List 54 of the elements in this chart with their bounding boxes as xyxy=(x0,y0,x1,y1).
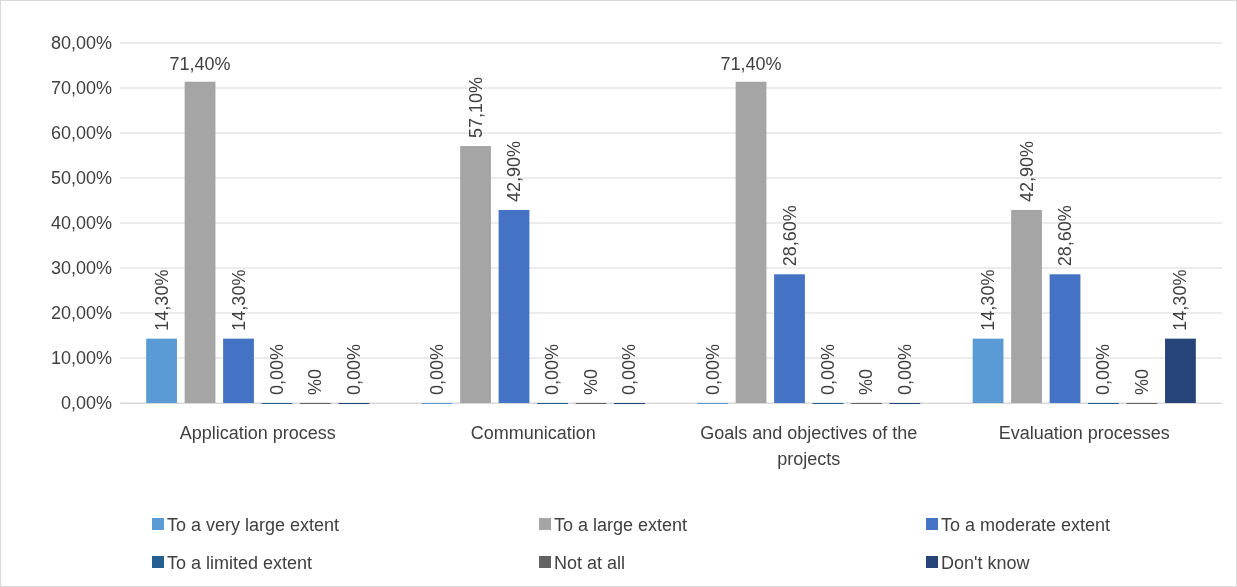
data-label: %0 xyxy=(305,368,326,395)
bar xyxy=(972,338,1004,403)
x-tick-label: Evaluation processes xyxy=(998,423,1170,443)
legend-label: Not at all xyxy=(554,553,626,573)
bar xyxy=(1049,274,1081,403)
data-label: 0,00% xyxy=(817,343,838,395)
y-tick-label: 30,00% xyxy=(50,258,112,279)
bar xyxy=(460,146,491,403)
legend-label: To a limited extent xyxy=(167,553,313,573)
data-label: 0,00% xyxy=(1093,343,1114,395)
y-tick-label: 50,00% xyxy=(50,168,112,189)
y-tick-label: 20,00% xyxy=(50,303,112,324)
data-label: 14,30% xyxy=(151,269,172,331)
data-label: 0,00% xyxy=(542,343,563,395)
data-label: %0 xyxy=(580,368,601,395)
data-label: 71,40% xyxy=(720,53,782,74)
data-label: %0 xyxy=(1131,368,1152,395)
data-label: 14,30% xyxy=(228,269,249,331)
data-label: 42,90% xyxy=(1016,140,1037,202)
bar xyxy=(498,209,530,403)
data-label: 0,00% xyxy=(427,343,448,395)
data-label: 0,00% xyxy=(343,343,364,395)
bar xyxy=(1011,209,1042,403)
data-label: 0,00% xyxy=(619,343,640,395)
y-tick-label: 60,00% xyxy=(50,123,112,144)
x-tick-label: Application process xyxy=(179,423,336,443)
data-label: 28,60% xyxy=(779,205,800,267)
data-label: 42,90% xyxy=(504,140,525,202)
data-label: 28,60% xyxy=(1055,205,1076,267)
y-tick-label: 40,00% xyxy=(50,213,112,234)
data-label: 57,10% xyxy=(465,76,486,139)
legend-label: To a moderate extent xyxy=(941,515,1111,535)
data-label: 0,00% xyxy=(702,343,723,395)
data-label: 14,30% xyxy=(978,269,999,331)
x-tick-label: Communication xyxy=(470,423,596,443)
bar xyxy=(735,81,767,403)
legend-label: To a large extent xyxy=(554,515,688,535)
legend-label: To a very large extent xyxy=(167,515,340,535)
y-tick-label: 0,00% xyxy=(60,393,112,414)
y-tick-label: 10,00% xyxy=(50,348,112,369)
data-label: 14,30% xyxy=(1170,269,1191,331)
bar xyxy=(146,338,177,403)
y-tick-label: 70,00% xyxy=(50,78,112,99)
legend-label: Don't know xyxy=(941,553,1031,573)
bar xyxy=(1165,338,1196,403)
bar xyxy=(184,81,216,403)
data-label: 71,40% xyxy=(169,53,231,74)
bar xyxy=(223,338,254,403)
data-label: 0,00% xyxy=(894,343,915,395)
data-label: 0,00% xyxy=(266,343,287,395)
bar xyxy=(774,274,805,403)
y-tick-label: 80,00% xyxy=(50,33,112,54)
data-label: %0 xyxy=(856,368,877,395)
x-tick-label: Goals and objectives of the projects xyxy=(700,423,918,469)
